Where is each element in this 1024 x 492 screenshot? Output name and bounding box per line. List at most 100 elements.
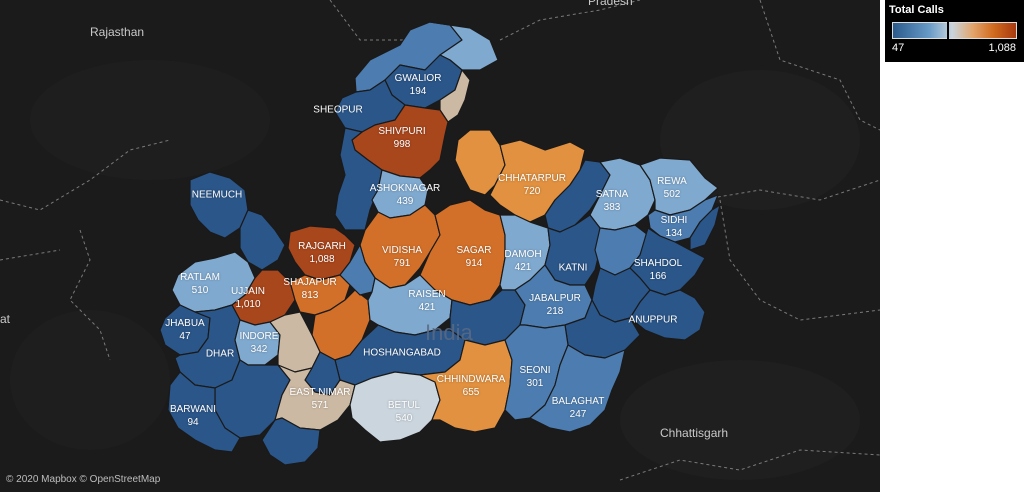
district-label-jabalpur: JABALPUR 218	[529, 292, 581, 318]
district-label-damoh: DAMOH 421	[504, 248, 541, 274]
district-value: 510	[191, 285, 209, 296]
district-name: SEONI	[519, 365, 551, 376]
district-value: 342	[250, 344, 268, 355]
district-name: SHEOPUR	[313, 104, 363, 116]
district-label-neemuch: NEEMUCH	[192, 189, 243, 202]
district-label-balaghat: BALAGHAT 247	[552, 395, 605, 421]
district-label-shahdol: SHAHDOL 166	[634, 257, 682, 283]
district-name: SHAHDOL	[633, 258, 683, 269]
district-label-sheopur: SHEOPUR	[313, 104, 362, 117]
district-name: RATLAM	[180, 272, 220, 283]
india-watermark: India	[425, 320, 473, 345]
district-label-sidhi: SIDHI 134	[661, 214, 688, 240]
district-label-rajgarh: RAJGARH 1,088	[298, 240, 346, 266]
map-svg	[0, 0, 880, 481]
pradesh-label: Pradesh	[588, 0, 633, 8]
district-neemuch[interactable]	[189, 171, 249, 239]
rajasthan-label: Rajasthan	[90, 25, 145, 39]
district-name: JABALPUR	[529, 293, 581, 304]
district-value: 813	[301, 290, 319, 301]
district-value: 301	[526, 378, 544, 389]
chhattisgarh-label: Chhattisgarh	[660, 426, 729, 440]
district-label-satna: SATNA 383	[596, 188, 629, 214]
district-sagar[interactable]	[419, 199, 506, 306]
district-label-katni: KATNI	[559, 262, 588, 275]
district-label-barwani: BARWANI 94	[170, 403, 216, 429]
district-value: 1,088	[309, 254, 335, 265]
district-name: BALAGHAT	[551, 396, 605, 407]
district-label-rewa: REWA 502	[657, 175, 687, 201]
district-name: SAGAR	[456, 245, 492, 256]
district-value: 47	[179, 331, 191, 342]
district-name: HOSHANGABAD	[363, 347, 441, 359]
district-label-shivpuri: SHIVPURI 998	[378, 125, 425, 151]
district-guna[interactable]	[334, 127, 383, 231]
district-label-anuppur: ANUPPUR	[629, 314, 678, 327]
district-name: BETUL	[387, 400, 421, 411]
district-label-ashoknagar: ASHOKNAGAR 439	[370, 182, 441, 208]
district-singrauli[interactable]	[689, 204, 721, 251]
district-mandsaur[interactable]	[239, 209, 286, 271]
district-label-raisen: RAISEN 421	[408, 288, 445, 314]
district-label-chhindwara: CHHINDWARA 655	[437, 373, 506, 399]
district-name: DHAR	[205, 348, 235, 360]
district-label-chhatarpur: CHHATARPUR 720	[498, 172, 566, 198]
district-value: 998	[393, 139, 411, 150]
district-value: 1,010	[235, 299, 261, 310]
legend-title: Total Calls	[889, 4, 944, 16]
map-attribution[interactable]: © 2020 Mapbox © OpenStreetMap	[6, 474, 161, 485]
district-label-seoni: SEONI 301	[519, 364, 550, 390]
district-value: 914	[465, 258, 483, 269]
district-value: 791	[393, 258, 411, 269]
district-value: 383	[603, 202, 621, 213]
district-label-jhabua: JHABUA 47	[165, 317, 204, 343]
district-bhopal[interactable]	[339, 244, 376, 296]
district-value: 421	[514, 262, 532, 273]
district-value: 439	[396, 196, 414, 207]
legend-marker	[947, 22, 949, 39]
district-value: 94	[187, 417, 199, 428]
district-burhanpur[interactable]	[261, 417, 321, 466]
map-canvas[interactable]: Rajasthan Pradesh Chhattisgarh at India …	[0, 0, 880, 492]
state-borders	[0, 0, 880, 481]
district-betul[interactable]	[349, 371, 441, 443]
district-name: CHHINDWARA	[436, 374, 506, 385]
district-name: VIDISHA	[381, 245, 423, 256]
district-balaghat[interactable]	[529, 344, 626, 433]
district-label-dhar: DHAR	[206, 348, 234, 361]
legend: Total Calls 47 1,088	[885, 0, 1024, 62]
district-name: RAISEN	[408, 289, 446, 300]
left-edge-label: at	[0, 312, 11, 326]
district-name: INDORE	[239, 331, 279, 342]
district-value: 166	[649, 271, 667, 282]
district-label-indore: INDORE 342	[240, 330, 279, 356]
district-barwani[interactable]	[167, 371, 241, 453]
district-value: 134	[665, 228, 683, 239]
district-label-shajapur: SHAJAPUR 813	[283, 276, 336, 302]
district-name: SIDHI	[660, 215, 688, 226]
district-name: ANUPPUR	[628, 314, 678, 326]
district-value: 502	[663, 189, 681, 200]
district-indore[interactable]	[234, 319, 281, 366]
district-value: 421	[418, 302, 436, 313]
district-name: NEEMUCH	[191, 189, 243, 201]
district-name: CHHATARPUR	[498, 173, 566, 184]
district-name: DAMOH	[504, 249, 542, 260]
district-name: GWALIOR	[394, 73, 442, 84]
district-label-east-nimar: EAST NIMAR 571	[290, 386, 351, 412]
district-name: SHIVPURI	[378, 126, 426, 137]
district-name: BARWANI	[169, 404, 217, 415]
district-label-ujjain: UJJAIN 1,010	[231, 285, 265, 311]
district-label-vidisha: VIDISHA 791	[382, 244, 422, 270]
district-value: 720	[523, 186, 541, 197]
terrain-texture	[10, 60, 860, 480]
district-name: SATNA	[595, 189, 629, 200]
district-value: 218	[546, 306, 564, 317]
district-label-sagar: SAGAR 914	[456, 244, 491, 270]
district-value: 540	[395, 413, 413, 424]
legend-color-scale	[892, 22, 1017, 39]
district-dindori[interactable]	[591, 267, 651, 323]
district-name: EAST NIMAR	[289, 387, 351, 398]
legend-max: 1,088	[988, 42, 1016, 54]
district-name: KATNI	[558, 262, 588, 274]
